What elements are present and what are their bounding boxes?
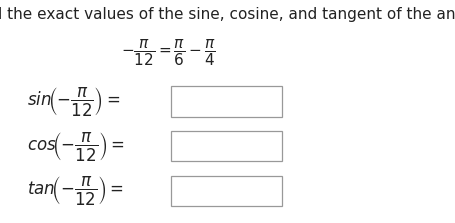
Text: $sin\!\left(-\dfrac{\pi}{12}\right) =$: $sin\!\left(-\dfrac{\pi}{12}\right) =$ (27, 85, 121, 118)
Text: $cos\!\left(-\dfrac{\pi}{12}\right) =$: $cos\!\left(-\dfrac{\pi}{12}\right) =$ (27, 130, 125, 163)
FancyBboxPatch shape (171, 131, 282, 161)
Text: $-\dfrac{\pi}{12} = \dfrac{\pi}{6} - \dfrac{\pi}{4}$: $-\dfrac{\pi}{12} = \dfrac{\pi}{6} - \df… (121, 39, 216, 68)
FancyBboxPatch shape (171, 176, 282, 206)
FancyBboxPatch shape (171, 86, 282, 116)
Text: $tan\!\left(-\dfrac{\pi}{12}\right) =$: $tan\!\left(-\dfrac{\pi}{12}\right) =$ (27, 174, 124, 207)
Text: Find the exact values of the sine, cosine, and tangent of the angle.: Find the exact values of the sine, cosin… (0, 7, 455, 22)
